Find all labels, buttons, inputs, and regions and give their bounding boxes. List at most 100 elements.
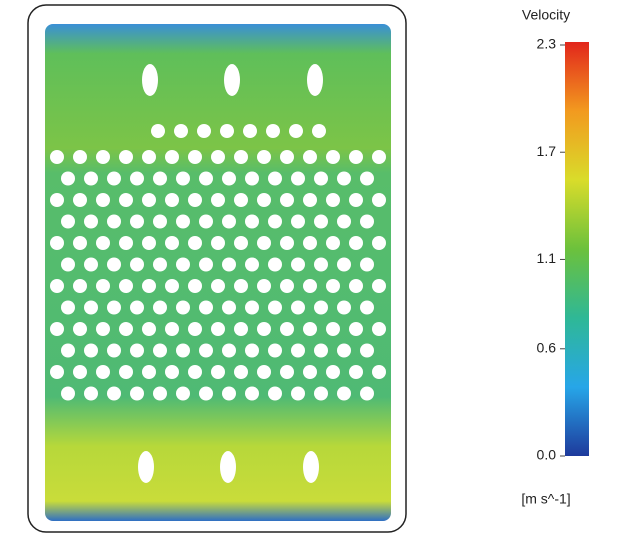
- tube: [84, 387, 98, 401]
- tube: [107, 301, 121, 315]
- tube: [73, 236, 87, 250]
- tube: [73, 365, 87, 379]
- tube: [280, 279, 294, 293]
- tube: [289, 124, 303, 138]
- tube: [326, 150, 340, 164]
- tube: [188, 193, 202, 207]
- post: [224, 64, 240, 96]
- colorbar: [565, 42, 589, 456]
- tube: [245, 215, 259, 229]
- tube: [245, 344, 259, 358]
- tube: [222, 258, 236, 272]
- tube: [61, 258, 75, 272]
- tube: [360, 215, 374, 229]
- tube: [303, 193, 317, 207]
- tube: [96, 193, 110, 207]
- tube: [349, 193, 363, 207]
- tube: [188, 150, 202, 164]
- tube: [211, 279, 225, 293]
- tube: [153, 215, 167, 229]
- tube: [372, 279, 386, 293]
- tube: [257, 193, 271, 207]
- tube: [245, 301, 259, 315]
- tube: [165, 150, 179, 164]
- tube: [142, 322, 156, 336]
- page: Velocity [m s^-1] 0.00.61.11.72.3 (() =>…: [0, 0, 632, 537]
- tube: [314, 258, 328, 272]
- tube: [234, 279, 248, 293]
- tube: [222, 387, 236, 401]
- tube: [337, 258, 351, 272]
- tube: [222, 344, 236, 358]
- tube: [360, 301, 374, 315]
- tube: [291, 301, 305, 315]
- tube: [360, 258, 374, 272]
- tube: [165, 322, 179, 336]
- chart: Velocity [m s^-1] 0.00.61.11.72.3: [0, 0, 632, 537]
- tube: [222, 301, 236, 315]
- colorbar-title: Velocity: [522, 7, 570, 23]
- tube: [96, 150, 110, 164]
- tube: [188, 279, 202, 293]
- tube: [280, 193, 294, 207]
- tube: [326, 322, 340, 336]
- tube: [73, 150, 87, 164]
- tube: [73, 193, 87, 207]
- tube: [165, 365, 179, 379]
- tube: [337, 387, 351, 401]
- tube: [222, 172, 236, 186]
- tube: [176, 387, 190, 401]
- tube: [245, 258, 259, 272]
- tube: [291, 258, 305, 272]
- tube: [257, 150, 271, 164]
- tube: [84, 215, 98, 229]
- colorbar-tick-label: 0.6: [537, 339, 557, 355]
- tube: [280, 236, 294, 250]
- tube: [291, 387, 305, 401]
- tube: [153, 172, 167, 186]
- tube: [119, 236, 133, 250]
- tube: [151, 124, 165, 138]
- tube: [360, 344, 374, 358]
- tube: [61, 344, 75, 358]
- tube: [314, 172, 328, 186]
- tube: [280, 150, 294, 164]
- tube: [176, 301, 190, 315]
- tube: [372, 193, 386, 207]
- tube: [257, 365, 271, 379]
- tube: [130, 344, 144, 358]
- tube: [211, 193, 225, 207]
- tube: [50, 150, 64, 164]
- tube: [268, 344, 282, 358]
- tube: [199, 215, 213, 229]
- tube: [61, 301, 75, 315]
- tube: [199, 301, 213, 315]
- post: [307, 64, 323, 96]
- tube: [291, 344, 305, 358]
- tube: [337, 172, 351, 186]
- colorbar-tick-label: 0.0: [537, 447, 557, 463]
- post: [138, 451, 154, 483]
- tube: [176, 215, 190, 229]
- tube: [349, 236, 363, 250]
- post: [142, 64, 158, 96]
- tube: [268, 301, 282, 315]
- tube: [165, 193, 179, 207]
- tube: [303, 279, 317, 293]
- tube: [291, 172, 305, 186]
- tube: [234, 150, 248, 164]
- velocity-field: [45, 24, 391, 521]
- tube: [176, 172, 190, 186]
- tube: [50, 322, 64, 336]
- tube: [50, 236, 64, 250]
- tube: [84, 344, 98, 358]
- tube: [130, 215, 144, 229]
- tube: [165, 279, 179, 293]
- tube: [337, 344, 351, 358]
- tube: [107, 215, 121, 229]
- tube: [142, 150, 156, 164]
- colorbar-unit: [m s^-1]: [521, 491, 570, 507]
- tube: [291, 215, 305, 229]
- tube: [326, 279, 340, 293]
- post: [303, 451, 319, 483]
